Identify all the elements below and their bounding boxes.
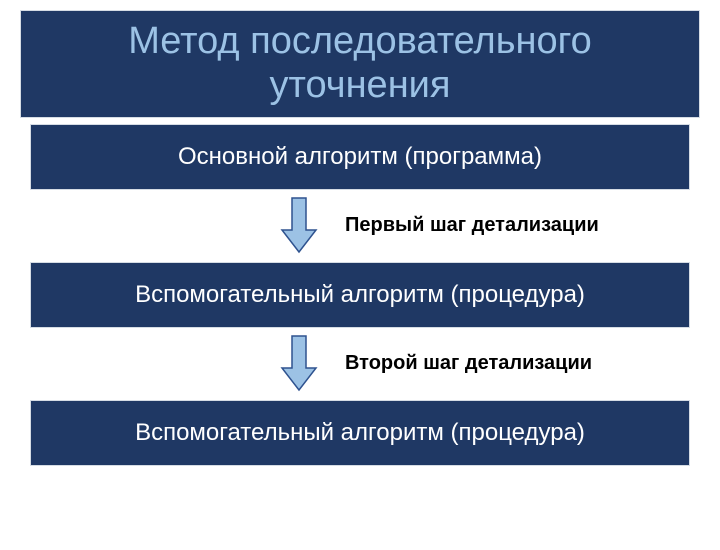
algorithm-box-helper-1: Вспомогательный алгоритм (процедура) bbox=[30, 262, 690, 328]
arrow-row-1: Первый шаг детализации bbox=[0, 196, 720, 256]
arrow-shape bbox=[282, 336, 316, 390]
arrow-down-icon bbox=[280, 196, 318, 254]
algorithm-label: Вспомогательный алгоритм (процедура) bbox=[135, 419, 585, 447]
title-box: Метод последовательного уточнения bbox=[20, 10, 700, 118]
arrow-down-icon bbox=[280, 334, 318, 392]
algorithm-label: Основной алгоритм (программа) bbox=[178, 143, 542, 171]
page-title: Метод последовательного уточнения bbox=[41, 20, 679, 107]
arrow-shape bbox=[282, 198, 316, 252]
algorithm-box-helper-2: Вспомогательный алгоритм (процедура) bbox=[30, 400, 690, 466]
arrow-label-1: Первый шаг детализации bbox=[345, 214, 599, 237]
algorithm-box-main: Основной алгоритм (программа) bbox=[30, 124, 690, 190]
algorithm-label: Вспомогательный алгоритм (процедура) bbox=[135, 281, 585, 309]
arrow-label-2: Второй шаг детализации bbox=[345, 352, 592, 375]
arrow-row-2: Второй шаг детализации bbox=[0, 334, 720, 394]
